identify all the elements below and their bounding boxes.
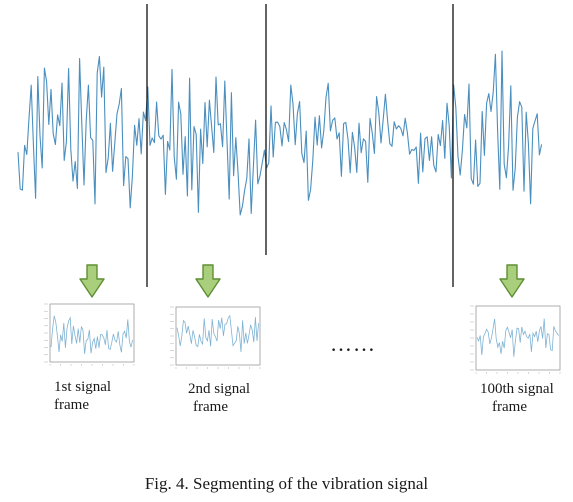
frame-label-100-line-2: frame (492, 399, 527, 415)
arrows (79, 264, 525, 298)
frame-label-100: 100th signal frame (480, 380, 554, 416)
frame-signal-line (176, 314, 259, 353)
frame-label-1-line-1: 1st signal (54, 379, 112, 395)
vibration-signal-line (17, 50, 543, 216)
frame-label-2-line-1: 2nd signal (188, 381, 251, 397)
frame-signal-line (476, 318, 559, 357)
signal-frame-plot-3 (470, 305, 561, 374)
arrow-down-icon (195, 264, 221, 298)
frame-label-2-line-2: frame (193, 399, 228, 415)
frame-label-100-line-1: 100th signal (480, 381, 554, 397)
frame-plot-axes (49, 303, 135, 363)
figure-caption: Fig. 4. Segmenting of the vibration sign… (144, 474, 429, 493)
ellipsis: …… (330, 331, 376, 356)
arrow-down-icon (79, 264, 105, 298)
frame-plot-axes (475, 305, 561, 371)
signal-frame-plots (44, 303, 561, 374)
frame-label-1-line-2: frame (54, 397, 89, 413)
frame-plot-axes (175, 306, 261, 366)
signal-frame-plot-1 (44, 303, 135, 366)
frame-label-1: 1st signal frame (54, 378, 111, 414)
segment-dividers (146, 4, 454, 287)
frame-signal-line (50, 315, 133, 354)
arrow-down-icon (499, 264, 525, 298)
signal-frame-plot-2 (170, 306, 261, 369)
vibration-signal (17, 50, 543, 216)
frame-label-2: 2nd signal frame (188, 380, 250, 416)
